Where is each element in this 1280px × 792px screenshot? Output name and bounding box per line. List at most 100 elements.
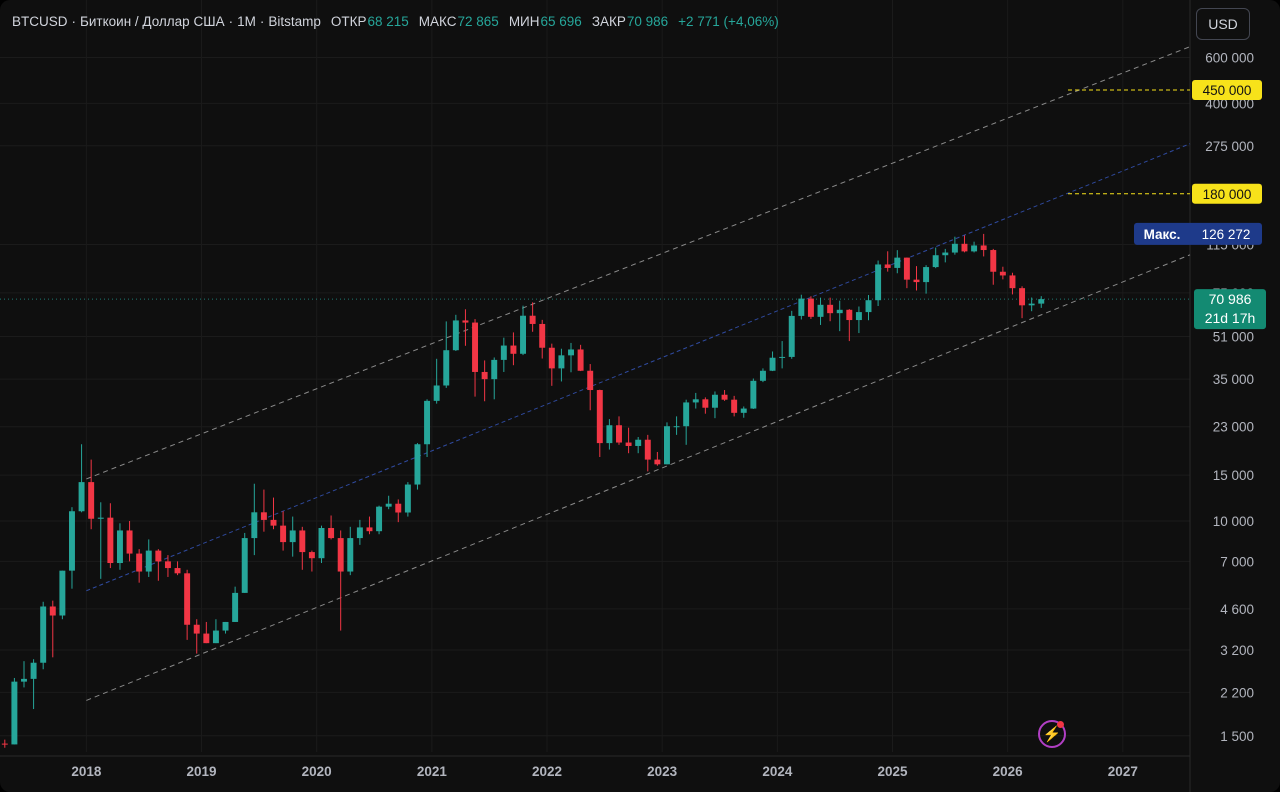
candle-body — [1019, 288, 1026, 306]
candle-body — [980, 245, 987, 251]
candle-body — [596, 390, 603, 444]
candle-body — [942, 252, 949, 256]
candle-body — [1, 743, 8, 745]
price-axis-label: 7 000 — [1220, 554, 1254, 569]
candle-body — [318, 528, 325, 559]
candle-body — [702, 399, 709, 408]
price-axis-label: 2 200 — [1220, 685, 1254, 700]
candle-body — [779, 356, 786, 358]
candle-body — [606, 425, 613, 444]
candle-body — [414, 444, 421, 485]
candle-body — [126, 530, 133, 554]
candle-body — [347, 538, 354, 572]
price-axis-label: 3 200 — [1220, 643, 1254, 658]
symbol-label[interactable]: BTCUSD — [12, 14, 68, 29]
candle-body — [462, 320, 469, 323]
candle-body — [644, 439, 651, 460]
symbol-name: Биткоин / Доллар США — [80, 14, 225, 29]
candle-body — [443, 350, 450, 386]
candle-body — [548, 347, 555, 369]
candle-body — [788, 315, 795, 357]
candle-body — [299, 530, 306, 553]
candle-body — [107, 517, 114, 564]
candle-body — [40, 606, 47, 663]
candle-body — [97, 517, 104, 519]
candle-body — [798, 298, 805, 316]
candle-body — [923, 267, 930, 283]
channel-upper-line — [86, 46, 1191, 480]
candle-body — [308, 552, 315, 559]
bar-countdown: 21d 17h — [1205, 310, 1256, 326]
candle-body — [894, 257, 901, 268]
candle-body — [635, 439, 642, 446]
candle-body — [884, 264, 891, 268]
candle-body — [116, 530, 123, 564]
candle-body — [472, 322, 479, 372]
candle-body — [616, 425, 622, 443]
candle-body — [510, 345, 517, 354]
candle-body — [999, 271, 1006, 276]
price-axis-label: 23 000 — [1213, 420, 1254, 435]
candle-body — [807, 298, 814, 317]
candle-body — [1009, 275, 1016, 289]
candle-body — [759, 370, 766, 381]
candle-body — [184, 573, 191, 625]
candle-body — [289, 530, 296, 543]
close-value: 70 986 — [626, 14, 669, 29]
time-axis-label: 2024 — [762, 764, 793, 779]
candle-body — [500, 345, 507, 360]
candle-body — [865, 300, 872, 313]
lightning-icon[interactable]: ⚡ — [1038, 720, 1066, 748]
price-axis-label: 400 000 — [1205, 96, 1254, 111]
candle-body — [174, 568, 181, 574]
time-axis-label: 2020 — [302, 764, 332, 779]
candle-body — [11, 681, 18, 745]
price-axis-label: 4 600 — [1220, 602, 1254, 617]
candle-body — [232, 592, 239, 622]
open-label: ОТКР — [330, 14, 367, 29]
candle-body — [846, 309, 853, 321]
notification-dot — [1057, 721, 1064, 728]
candle-body — [78, 482, 85, 512]
candle-body — [692, 399, 699, 403]
max-price-value: 126 272 — [1202, 227, 1251, 242]
candle-body — [222, 621, 229, 631]
channel-lower-line — [86, 254, 1191, 701]
open-value: 68 215 — [367, 14, 409, 29]
price-axis-label: 35 000 — [1213, 372, 1254, 387]
time-axis-label: 2027 — [1108, 764, 1138, 779]
exchange-label: Bitstamp — [268, 14, 321, 29]
time-axis-label: 2026 — [993, 764, 1024, 779]
candle-body — [990, 250, 997, 272]
candle-body — [529, 315, 536, 324]
max-price-badge — [1134, 222, 1262, 245]
candle-body — [376, 506, 383, 532]
close-label: ЗАКР — [591, 14, 626, 29]
candle-body — [855, 312, 862, 321]
candle-body — [951, 243, 958, 253]
candle-body — [520, 315, 526, 354]
candle-body — [1038, 299, 1045, 304]
candle-body — [750, 380, 757, 409]
candle-body — [164, 561, 171, 569]
currency-button[interactable]: USD — [1196, 8, 1250, 40]
price-axis-label: 1 500 — [1220, 729, 1254, 744]
candle-body — [913, 279, 920, 283]
price-axis-label: 15 000 — [1213, 468, 1254, 483]
candle-body — [251, 512, 258, 539]
candle-body — [932, 255, 939, 268]
candle-body — [568, 349, 574, 356]
time-axis-label: 2025 — [877, 764, 908, 779]
candle-body — [673, 426, 680, 428]
candle-body — [241, 538, 248, 593]
last-price-badge — [1194, 289, 1266, 330]
candle-body — [1028, 303, 1035, 306]
candle-body — [481, 371, 488, 380]
interval-label[interactable]: 1M — [237, 14, 256, 29]
candle-body — [577, 349, 584, 371]
candle-body — [587, 370, 594, 391]
candle-body — [337, 538, 344, 572]
candle-body — [558, 355, 565, 369]
target-level-badge-text: 180 000 — [1203, 187, 1252, 202]
